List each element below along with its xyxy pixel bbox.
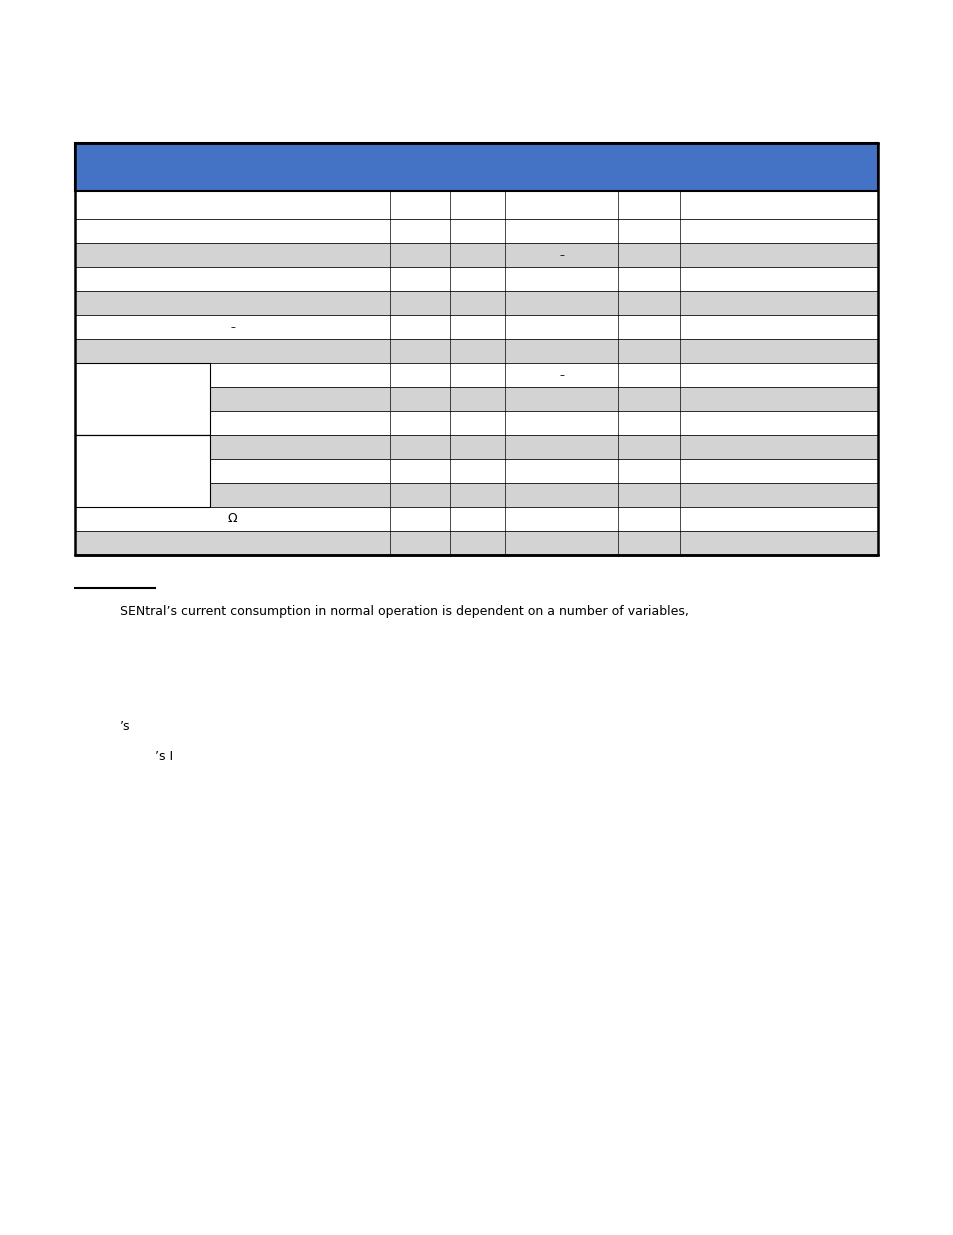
- Bar: [210, 411, 877, 435]
- Bar: [210, 459, 390, 483]
- Text: –: –: [558, 370, 563, 380]
- Text: ’s I: ’s I: [154, 750, 172, 763]
- Text: Ω: Ω: [228, 513, 237, 526]
- Bar: [210, 483, 390, 508]
- Text: –: –: [230, 322, 234, 332]
- Bar: [210, 435, 877, 459]
- Bar: [210, 363, 390, 387]
- Text: SENtral’s current consumption in normal operation is dependent on a number of va: SENtral’s current consumption in normal …: [120, 605, 688, 618]
- Bar: [75, 315, 877, 338]
- Bar: [210, 387, 877, 411]
- Bar: [75, 219, 877, 243]
- Bar: [75, 338, 877, 363]
- Bar: [75, 531, 877, 555]
- Bar: [210, 435, 390, 459]
- Bar: [75, 435, 210, 508]
- Bar: [75, 243, 877, 267]
- Bar: [210, 459, 877, 483]
- Bar: [210, 363, 877, 387]
- Bar: [75, 267, 877, 291]
- Bar: [210, 387, 390, 411]
- Bar: [75, 143, 877, 191]
- Bar: [75, 363, 210, 435]
- Bar: [210, 483, 877, 508]
- Bar: [75, 291, 877, 315]
- Bar: [75, 508, 877, 531]
- Bar: [75, 191, 877, 219]
- Bar: [210, 411, 390, 435]
- Text: ’s: ’s: [120, 720, 131, 734]
- Text: –: –: [558, 249, 563, 261]
